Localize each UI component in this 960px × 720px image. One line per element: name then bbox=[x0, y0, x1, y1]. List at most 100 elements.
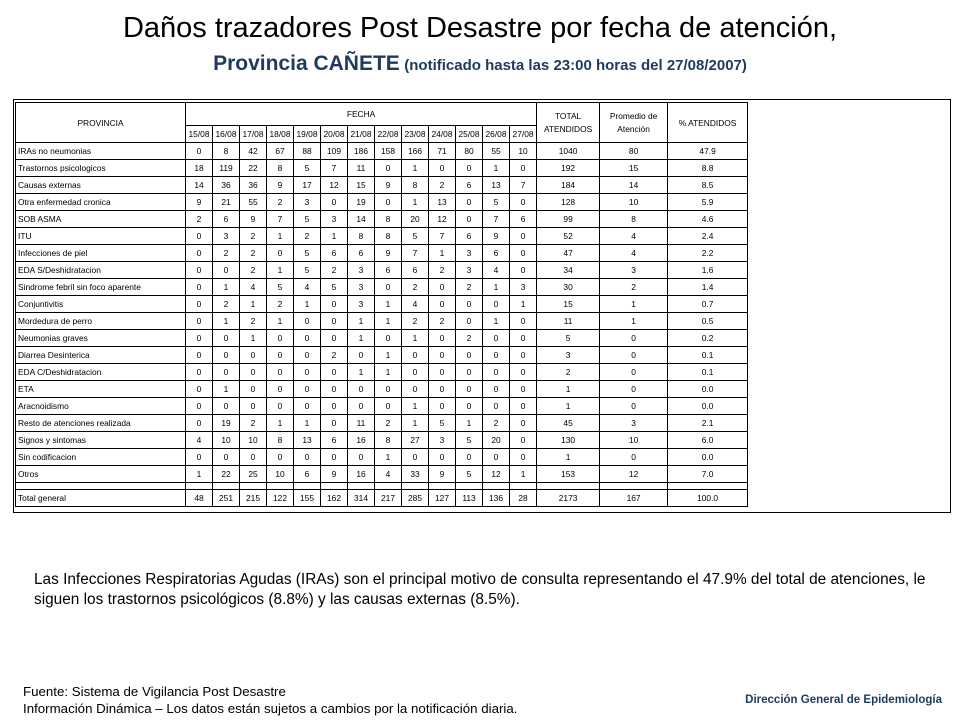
row-label: Resto de atenciones realizada bbox=[15, 414, 186, 432]
total-cell: 11 bbox=[536, 312, 601, 330]
date-value-cell: 0 bbox=[428, 159, 456, 177]
date-value-cell: 0 bbox=[482, 397, 510, 415]
date-value-cell: 0 bbox=[212, 346, 240, 364]
date-value-cell: 0 bbox=[293, 397, 321, 415]
date-value-cell: 0 bbox=[455, 380, 483, 398]
row-label: Neumonias graves bbox=[15, 329, 186, 347]
date-value-cell: 1 bbox=[374, 346, 402, 364]
promedio-cell: 0 bbox=[599, 448, 669, 466]
table-row: Sin codificacion 0 0 0 0 0 0 0 1 0 0 0 0 0 1 0 0.0 bbox=[15, 448, 749, 466]
date-value-cell: 0 bbox=[320, 295, 348, 313]
page-subtitle: Provincia CAÑETE (notificado hasta las 2… bbox=[0, 52, 960, 76]
source-line: Fuente: Sistema de Vigilancia Post Desas… bbox=[23, 684, 286, 699]
header-date: 19/08 bbox=[293, 125, 321, 143]
date-value-cell: 8 bbox=[374, 431, 402, 449]
pct-cell: 5.9 bbox=[667, 193, 749, 211]
date-value-cell: 0 bbox=[374, 380, 402, 398]
date-value-cell: 5 bbox=[293, 210, 321, 228]
date-value-cell: 0 bbox=[185, 227, 213, 245]
date-value-cell: 1 bbox=[266, 414, 294, 432]
pct-cell: 1.6 bbox=[667, 261, 749, 279]
table-row: EDA S/Deshidratacion 0 0 2 1 5 2 3 6 6 2 3 4 0 34 3 1.6 bbox=[15, 261, 749, 279]
date-value-cell: 0 bbox=[374, 159, 402, 177]
row-label: Trastornos psicologicos bbox=[15, 159, 186, 177]
date-value-cell: 2 bbox=[212, 295, 240, 313]
date-value-cell: 9 bbox=[239, 210, 267, 228]
date-value-cell: 0 bbox=[185, 244, 213, 262]
date-value-cell: 3 bbox=[347, 261, 375, 279]
row-label: Aracnoidismo bbox=[15, 397, 186, 415]
date-value-cell: 7 bbox=[508, 176, 538, 194]
date-value-cell: 1 bbox=[401, 159, 429, 177]
row-label: EDA C/Deshidratacion bbox=[15, 363, 186, 381]
date-value-cell: 1 bbox=[185, 465, 213, 483]
promedio-cell: 15 bbox=[599, 159, 669, 177]
pct-cell: 0.0 bbox=[667, 380, 749, 398]
header-row-1: PROVINCIA FECHA TOTAL ATENDIDOS Promedio… bbox=[15, 102, 749, 143]
pct-cell: 8.8 bbox=[667, 159, 749, 177]
date-value-cell: 4 bbox=[401, 295, 429, 313]
table-row: Aracnoidismo 0 0 0 0 0 0 0 0 1 0 0 0 0 1 0 0.0 bbox=[15, 397, 749, 415]
table-row: EDA C/Deshidratacion 0 0 0 0 0 0 1 1 0 0 0 0 0 2 0 0.1 bbox=[15, 363, 749, 381]
header-date: 16/08 bbox=[212, 125, 240, 143]
date-value-cell: 0 bbox=[293, 312, 321, 330]
date-value-cell: 22 bbox=[239, 159, 267, 177]
date-value-cell: 3 bbox=[428, 431, 456, 449]
spacer-cell bbox=[185, 482, 213, 490]
date-value-cell: 7 bbox=[320, 159, 348, 177]
date-value-cell: 1 bbox=[401, 397, 429, 415]
date-value-cell: 0 bbox=[455, 448, 483, 466]
date-value-cell: 0 bbox=[347, 448, 375, 466]
pct-cell: 100.0 bbox=[667, 489, 749, 507]
date-value-cell: 13 bbox=[428, 193, 456, 211]
date-value-cell: 14 bbox=[347, 210, 375, 228]
total-cell: 3 bbox=[536, 346, 601, 364]
date-value-cell: 2 bbox=[374, 414, 402, 432]
date-value-cell: 0 bbox=[401, 346, 429, 364]
total-cell: 1 bbox=[536, 380, 601, 398]
date-value-cell: 0 bbox=[508, 380, 538, 398]
date-value-cell: 7 bbox=[482, 210, 510, 228]
date-value-cell: 10 bbox=[266, 465, 294, 483]
date-value-cell: 0 bbox=[455, 363, 483, 381]
table-row: SOB ASMA 2 6 9 7 5 3 14 8 20 12 0 7 6 99 8 4.6 bbox=[15, 210, 749, 228]
date-value-cell: 6 bbox=[455, 176, 483, 194]
header-date: 23/08 bbox=[401, 125, 429, 143]
date-value-cell: 0 bbox=[185, 448, 213, 466]
date-value-cell: 20 bbox=[482, 431, 510, 449]
promedio-cell: 2 bbox=[599, 278, 669, 296]
subtitle-province: Provincia CAÑETE bbox=[213, 52, 400, 75]
date-value-cell: 1 bbox=[293, 414, 321, 432]
date-value-cell: 7 bbox=[266, 210, 294, 228]
table-row: Neumonias graves 0 0 1 0 0 0 1 0 1 0 2 0 0 5 0 0.2 bbox=[15, 329, 749, 347]
header-date: 24/08 bbox=[428, 125, 456, 143]
total-row: Total general 48 251 215 122 155 162 314 217 285 1… bbox=[15, 489, 749, 507]
row-label: Sin codificacion bbox=[15, 448, 186, 466]
table-row: Sindrome febril sin foco aparente 0 1 4 5 4 5 3… bbox=[15, 278, 749, 296]
date-value-cell: 2 bbox=[239, 261, 267, 279]
date-value-cell: 3 bbox=[455, 244, 483, 262]
date-value-cell: 0 bbox=[508, 312, 538, 330]
date-value-cell: 21 bbox=[212, 193, 240, 211]
date-value-cell: 0 bbox=[266, 448, 294, 466]
date-value-cell: 22 bbox=[212, 465, 240, 483]
date-value-cell: 1 bbox=[212, 312, 240, 330]
date-value-cell: 5 bbox=[455, 431, 483, 449]
date-value-cell: 0 bbox=[508, 363, 538, 381]
total-cell: 52 bbox=[536, 227, 601, 245]
date-value-cell: 12 bbox=[482, 465, 510, 483]
date-value-cell: 0 bbox=[212, 397, 240, 415]
promedio-cell: 167 bbox=[599, 489, 669, 507]
date-value-cell: 2 bbox=[239, 227, 267, 245]
date-value-cell: 8 bbox=[374, 227, 402, 245]
date-value-cell: 2 bbox=[239, 244, 267, 262]
date-value-cell: 9 bbox=[482, 227, 510, 245]
spacer-cell bbox=[667, 482, 749, 490]
date-value-cell: 3 bbox=[508, 278, 538, 296]
date-value-cell: 4 bbox=[374, 465, 402, 483]
pct-cell: 2.1 bbox=[667, 414, 749, 432]
date-value-cell: 3 bbox=[455, 261, 483, 279]
summary-note: Las Infecciones Respiratorias Agudas (IR… bbox=[34, 571, 926, 608]
date-value-cell: 5 bbox=[293, 261, 321, 279]
date-value-cell: 48 bbox=[185, 489, 213, 507]
